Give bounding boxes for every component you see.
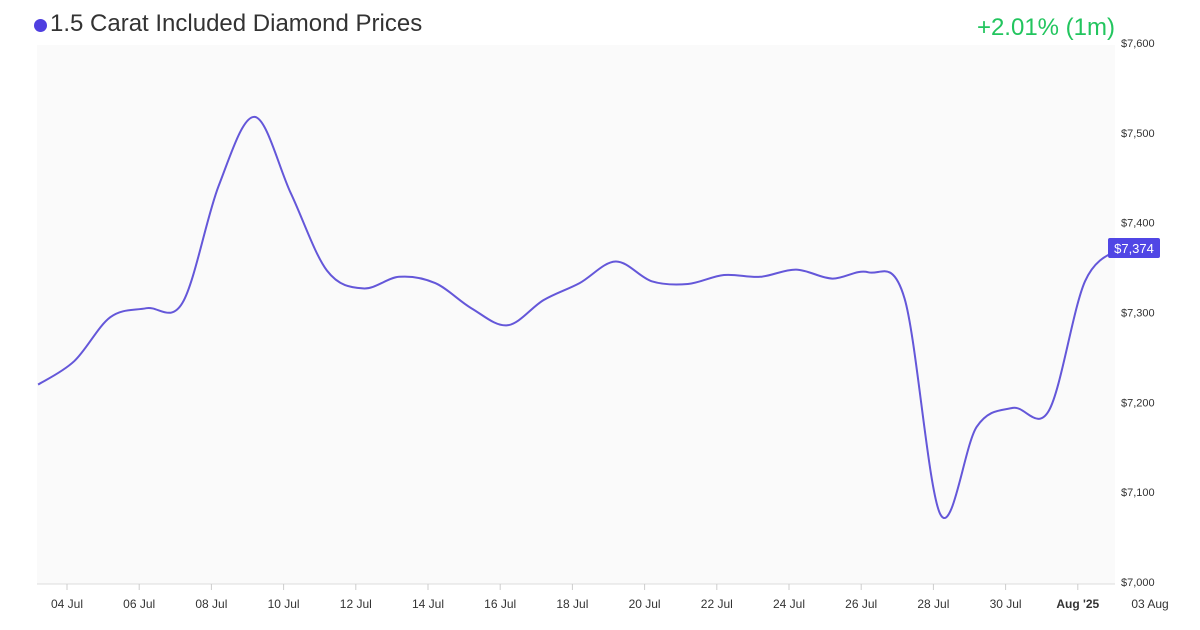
x-tick-label: 22 Jul bbox=[701, 597, 733, 611]
x-tick-label: 12 Jul bbox=[340, 597, 372, 611]
x-tick-label: 18 Jul bbox=[556, 597, 588, 611]
price-change: +2.01% (1m) bbox=[976, 14, 1115, 41]
y-tick-label: $7,300 bbox=[1121, 308, 1155, 320]
x-tick-label: 24 Jul bbox=[773, 597, 805, 611]
y-tick-label: $7,600 bbox=[1121, 38, 1155, 50]
y-tick-label: $7,400 bbox=[1121, 218, 1155, 230]
chart-title: 1.5 Carat Included Diamond Prices bbox=[50, 10, 423, 37]
x-tick-label: 30 Jul bbox=[990, 597, 1022, 611]
price-line bbox=[37, 115, 1122, 519]
x-tick-label: 10 Jul bbox=[268, 597, 300, 611]
x-tick-label: 26 Jul bbox=[845, 597, 877, 611]
x-tick-label: 20 Jul bbox=[629, 597, 661, 611]
y-tick-label: $7,100 bbox=[1121, 487, 1155, 499]
last-price-label-text: $7,374 bbox=[1114, 241, 1154, 256]
x-tick-label: 06 Jul bbox=[123, 597, 155, 611]
chart-header: 1.5 Carat Included Diamond Prices bbox=[34, 10, 422, 38]
x-axis: 04 Jul 06 Jul 08 Jul 10 Jul 12 Jul 14 Jul 16 J… bbox=[51, 584, 1169, 611]
y-tick-label: $7,200 bbox=[1121, 397, 1155, 409]
y-axis: $7,000 $7,100 $7,200 $7,300 $7,400 $7,500 $7,6… bbox=[1121, 38, 1155, 589]
x-tick-label: Aug '25 bbox=[1056, 597, 1099, 611]
last-price-label: $7,374 bbox=[1108, 238, 1160, 259]
series-dot-icon bbox=[34, 19, 47, 32]
x-tick-label: 04 Jul bbox=[51, 597, 83, 611]
y-tick-label: $7,500 bbox=[1121, 128, 1155, 140]
x-tick-label: 08 Jul bbox=[195, 597, 227, 611]
x-tick-label: 03 Aug bbox=[1131, 597, 1168, 611]
last-price-label-background bbox=[1108, 238, 1160, 259]
x-tick-label: 28 Jul bbox=[917, 597, 949, 611]
y-tick-label: $7,000 bbox=[1121, 577, 1155, 589]
x-tick-label: 14 Jul bbox=[412, 597, 444, 611]
x-tick-label: 16 Jul bbox=[484, 597, 516, 611]
